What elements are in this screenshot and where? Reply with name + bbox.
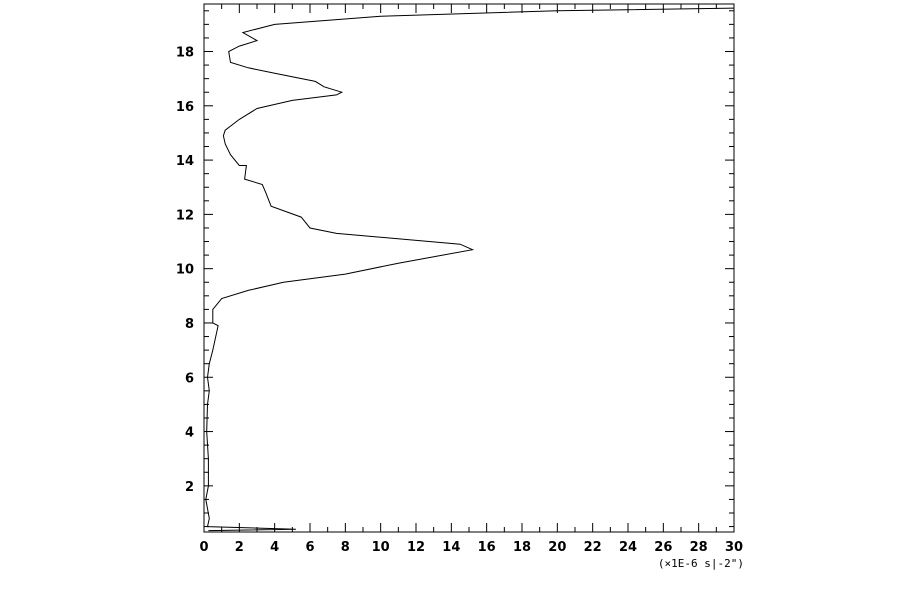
series-line <box>205 7 735 532</box>
y-tick-label: 10 <box>176 263 194 278</box>
x-tick-label: 22 <box>584 540 602 555</box>
y-tick-label: 8 <box>185 317 194 332</box>
axis-ticks <box>203 4 735 532</box>
x-tick-label: 28 <box>690 540 708 555</box>
x-tick-label: 4 <box>270 540 279 555</box>
y-tick-label: 12 <box>176 208 194 223</box>
x-tick-label: 2 <box>235 540 244 555</box>
y-tick-label: 18 <box>176 46 194 61</box>
x-tick-label: 14 <box>442 540 460 555</box>
x-tick-label: 8 <box>341 540 350 555</box>
x-tick-label: 18 <box>513 540 531 555</box>
x-tick-label: 30 <box>725 540 743 555</box>
x-tick-label: 10 <box>372 540 390 555</box>
x-tick-label: 6 <box>305 540 314 555</box>
x-tick-label: 0 <box>199 540 208 555</box>
x-tick-label: 16 <box>478 540 496 555</box>
x-tick-label: 12 <box>407 540 425 555</box>
y-tick-label: 14 <box>176 154 194 169</box>
y-tick-label: 2 <box>185 480 194 495</box>
x-tick-label: 26 <box>654 540 672 555</box>
plot-frame <box>203 3 735 533</box>
x-tick-labels: 0 2 4 6 8 10 12 14 16 18 20 22 24 26 28 30 <box>199 540 743 555</box>
x-unit-label: (×1E-6 s|-2") <box>658 557 744 570</box>
x-tick-label: 20 <box>548 540 566 555</box>
y-tick-labels: 2 4 6 8 10 12 14 16 18 <box>176 46 194 495</box>
y-tick-label: 4 <box>185 426 194 441</box>
y-tick-label: 6 <box>185 371 194 386</box>
x-tick-label: 24 <box>619 540 637 555</box>
y-tick-label: 16 <box>176 100 194 115</box>
